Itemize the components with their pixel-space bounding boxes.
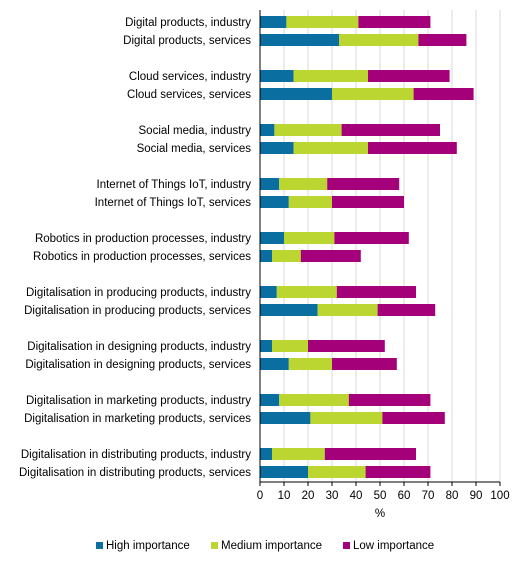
bar-segment <box>260 448 272 460</box>
bar-segment <box>308 466 366 478</box>
category-label: Digitalisation in distributing products,… <box>21 449 251 461</box>
bar-segment <box>260 34 340 46</box>
category-label: Digitalisation in designing products, in… <box>27 341 251 353</box>
bar-segment <box>334 232 409 244</box>
bar-segment <box>284 232 335 244</box>
category-labels: Digital products, industry Digital produc… <box>19 17 251 479</box>
legend-label: Medium importance <box>221 540 322 552</box>
bar-segment <box>260 70 294 82</box>
bar-segment <box>293 142 368 154</box>
category-label: Cloud services, industry <box>129 71 251 83</box>
legend-label: High importance <box>106 540 190 552</box>
category-label: Internet of Things IoT, services <box>95 197 252 209</box>
bar-segment <box>368 142 457 154</box>
x-tick-label: 100 <box>490 490 509 502</box>
bar-segment <box>260 358 289 370</box>
bars-layer <box>260 16 474 478</box>
bar-segment <box>260 286 277 298</box>
bar-segment <box>260 232 284 244</box>
category-label: Social media, industry <box>139 125 252 137</box>
category-label: Digital products, services <box>123 35 251 47</box>
bar-segment <box>260 340 272 352</box>
x-tick-label: 10 <box>278 490 291 502</box>
bar-segment <box>260 124 275 136</box>
bar-segment <box>286 16 359 28</box>
bar-segment <box>300 250 361 262</box>
bar-segment <box>260 250 272 262</box>
category-label: Digitalisation in designing products, se… <box>25 359 251 371</box>
bar-segment <box>327 178 400 190</box>
legend-label: Low importance <box>353 540 434 552</box>
x-tick-label: 40 <box>350 490 363 502</box>
bar-segment <box>260 142 294 154</box>
x-tick-label: 0 <box>257 490 263 502</box>
bar-segment <box>341 124 440 136</box>
bar-segment <box>276 286 337 298</box>
bar-segment <box>260 16 287 28</box>
category-label: Digitalisation in producing products, in… <box>26 287 251 299</box>
category-label: Digital products, industry <box>125 17 251 29</box>
bar-segment <box>260 196 289 208</box>
bar-segment <box>382 412 445 424</box>
bar-segment <box>279 394 349 406</box>
category-label: Cloud services, services <box>127 89 251 101</box>
bar-segment <box>274 124 342 136</box>
x-tick-label: 30 <box>326 490 339 502</box>
x-tick-label: 70 <box>422 490 435 502</box>
x-tick-label: 60 <box>398 490 411 502</box>
category-label: Digitalisation in distributing products,… <box>19 467 251 479</box>
legend-swatch <box>96 542 103 549</box>
category-label: Digitalisation in marketing products, se… <box>24 413 251 425</box>
bar-segment <box>358 16 431 28</box>
x-tick-label: 50 <box>374 490 387 502</box>
x-tick-label: 20 <box>302 490 315 502</box>
bar-segment <box>293 70 368 82</box>
bar-segment <box>332 196 404 208</box>
bar-segment <box>260 466 308 478</box>
bar-segment <box>260 88 332 100</box>
bar-segment <box>272 340 308 352</box>
bar-segment <box>310 412 383 424</box>
category-label: Digitalisation in producing products, se… <box>24 305 251 317</box>
bar-segment <box>413 88 474 100</box>
bar-segment <box>418 34 467 46</box>
legend: High importance Medium importance Low impo… <box>96 540 434 552</box>
x-axis: 0 10 20 30 40 50 60 70 80 90 100 <box>257 10 510 502</box>
bar-segment <box>272 448 325 460</box>
category-label: Robotics in production processes, indust… <box>35 233 251 245</box>
bar-segment <box>368 70 450 82</box>
bar-segment <box>272 250 301 262</box>
bar-segment <box>339 34 419 46</box>
category-label: Robotics in production processes, servic… <box>33 251 251 263</box>
category-label: Internet of Things IoT, industry <box>97 179 252 191</box>
bar-segment <box>288 358 332 370</box>
bar-segment <box>260 412 311 424</box>
bar-segment <box>260 304 318 316</box>
bar-segment <box>279 178 328 190</box>
bar-segment <box>336 286 416 298</box>
bar-segment <box>288 196 332 208</box>
bar-segment <box>308 340 385 352</box>
x-tick-label: 80 <box>446 490 459 502</box>
bar-segment <box>365 466 431 478</box>
x-axis-label: % <box>375 508 385 520</box>
bar-segment <box>317 304 378 316</box>
legend-swatch <box>343 542 350 549</box>
category-label: Digitalisation in marketing products, in… <box>26 395 251 407</box>
bar-segment <box>332 358 397 370</box>
legend-swatch <box>211 542 218 549</box>
bar-segment <box>377 304 436 316</box>
bar-segment <box>332 88 414 100</box>
bar-segment <box>324 448 416 460</box>
category-label: Social media, services <box>137 143 252 155</box>
bar-segment <box>348 394 431 406</box>
x-tick-label: 90 <box>470 490 483 502</box>
bar-segment <box>260 178 280 190</box>
bar-segment <box>260 394 280 406</box>
